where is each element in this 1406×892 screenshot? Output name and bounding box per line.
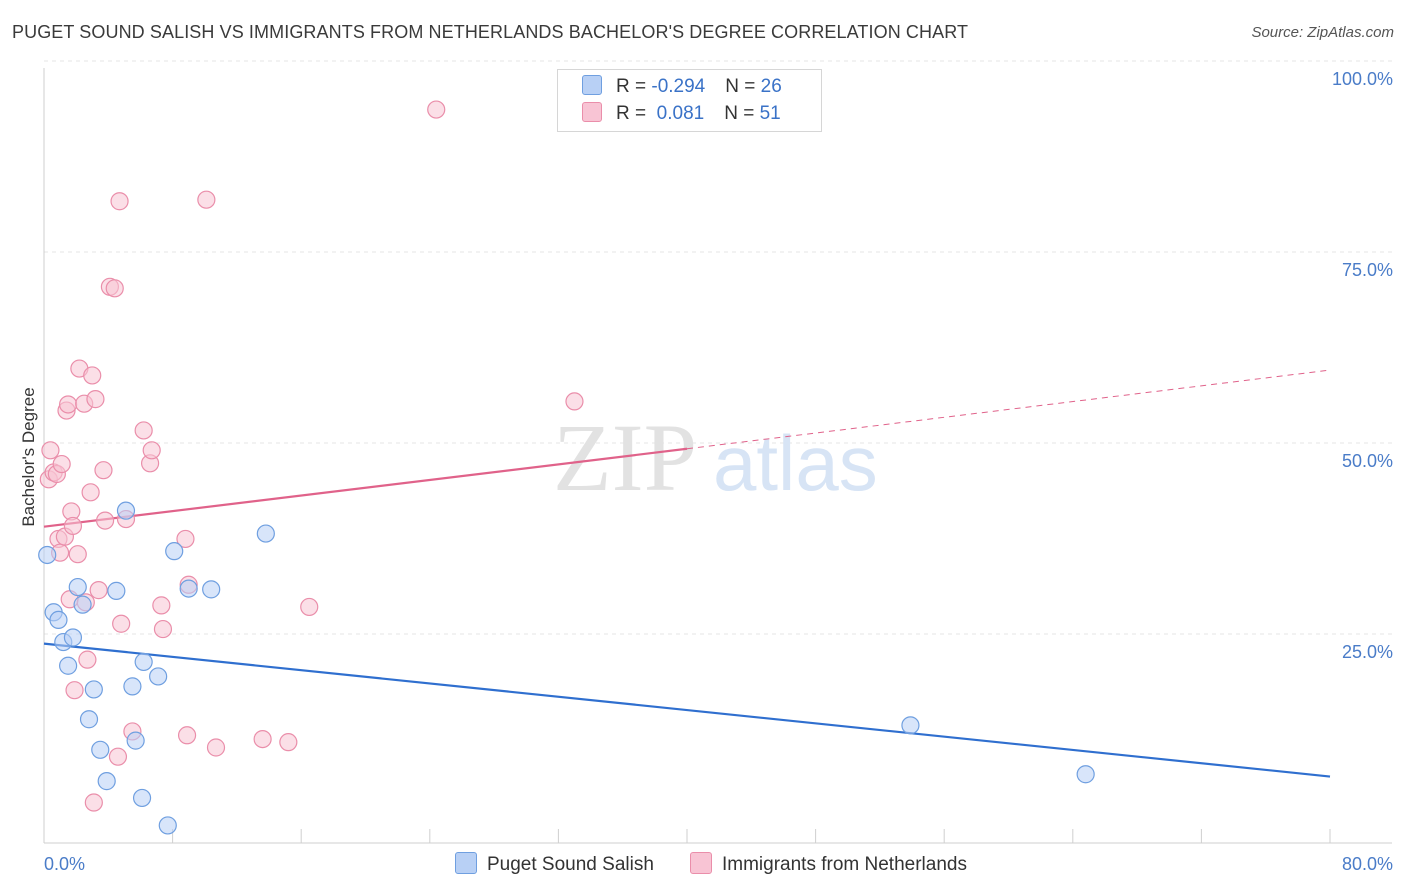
point-salish-25: [1076, 765, 1095, 784]
y-tick-label-2: 75.0%: [1342, 260, 1393, 280]
point-salish-7: [73, 595, 92, 614]
point-netherlands-13: [65, 681, 84, 700]
r-value: -0.294: [651, 76, 706, 97]
y-tick-label-0: 25.0%: [1342, 642, 1393, 662]
chart-title: PUGET SOUND SALISH VS IMMIGRANTS FROM NE…: [12, 22, 969, 42]
stats-legend-row-netherlands: R = 0.081 N = 51: [582, 102, 781, 126]
point-netherlands-29: [110, 192, 129, 211]
stats-legend-row-salish: R = -0.294 N = 26: [582, 75, 782, 99]
series-legend: Puget Sound Salish Immigrants from Nethe…: [0, 852, 1406, 878]
y-tick-label-3: 100.0%: [1332, 69, 1393, 89]
point-salish-4: [59, 656, 78, 675]
point-netherlands-23: [89, 581, 108, 600]
point-netherlands-35: [142, 441, 161, 460]
point-salish-13: [116, 501, 136, 520]
point-salish-9: [84, 680, 103, 699]
point-netherlands-18: [78, 650, 97, 669]
n-label: N =: [725, 76, 761, 97]
point-netherlands-9: [59, 395, 78, 414]
point-salish-17: [134, 652, 153, 672]
y-tick-label-1: 50.0%: [1342, 451, 1393, 471]
point-netherlands-22: [86, 390, 105, 409]
watermark-zip: ZIP: [553, 404, 697, 511]
salish-legend-swatch: [455, 852, 477, 874]
point-netherlands-30: [112, 614, 131, 633]
point-salish-6: [68, 577, 87, 597]
point-netherlands-45: [300, 597, 319, 617]
point-salish-22: [202, 580, 221, 599]
netherlands-swatch: [582, 102, 602, 122]
y-axis-label: Bachelor's Degree: [19, 387, 38, 526]
r-value: 0.081: [651, 103, 705, 124]
point-salish-20: [165, 542, 184, 561]
n-value: 51: [759, 103, 781, 124]
watermark: ZIP atlas: [553, 404, 878, 511]
x-tick-label-0: 0.0%: [44, 854, 85, 874]
point-salish-11: [97, 772, 116, 791]
point-salish-16: [132, 788, 152, 808]
point-salish-10: [91, 740, 110, 759]
legend-item-netherlands[interactable]: Immigrants from Netherlands: [690, 852, 967, 876]
n-label: N =: [724, 103, 760, 124]
point-netherlands-42: [206, 738, 226, 757]
trend-line-netherlands: [43, 447, 688, 528]
legend-label-netherlands: Immigrants from Netherlands: [722, 854, 967, 875]
r-label: R =: [616, 103, 652, 124]
point-netherlands-24: [94, 461, 113, 480]
point-netherlands-41: [197, 190, 216, 209]
point-netherlands-37: [153, 619, 173, 639]
point-netherlands-19: [81, 483, 100, 502]
point-netherlands-21: [84, 793, 103, 812]
chart-source: Source: ZipAtlas.com: [1251, 24, 1394, 41]
grid-lines: [44, 60, 1392, 635]
point-netherlands-33: [134, 421, 153, 440]
point-salish-23: [256, 524, 275, 543]
point-salish-0: [38, 545, 57, 565]
point-netherlands-36: [152, 596, 171, 615]
point-netherlands-6: [52, 454, 71, 474]
point-salish-5: [63, 628, 83, 647]
y-tick-labels: 25.0% 50.0% 75.0% 100.0%: [1332, 69, 1393, 662]
point-salish-21: [179, 579, 198, 598]
legend-label-salish: Puget Sound Salish: [487, 854, 654, 875]
x-tick-labels: 0.0% 80.0%: [44, 854, 1393, 874]
point-netherlands-12: [63, 516, 83, 536]
point-salish-19: [158, 816, 177, 835]
data-points: [38, 100, 1095, 835]
watermark-atlas: atlas: [713, 419, 878, 507]
point-netherlands-39: [177, 726, 197, 745]
point-netherlands-43: [253, 729, 272, 749]
point-salish-2: [49, 610, 68, 630]
point-salish-8: [79, 710, 99, 729]
trend-line-salish: [43, 642, 1331, 778]
salish-swatch: [582, 75, 602, 95]
point-netherlands-38: [176, 529, 195, 549]
point-netherlands-27: [105, 279, 124, 298]
point-netherlands-47: [565, 392, 584, 411]
netherlands-legend-swatch: [690, 852, 712, 874]
point-netherlands-20: [83, 366, 102, 385]
r-label: R =: [616, 76, 652, 97]
point-netherlands-44: [279, 733, 298, 752]
point-netherlands-1: [41, 441, 60, 460]
point-netherlands-14: [68, 545, 87, 564]
point-netherlands-25: [95, 511, 115, 530]
legend-item-salish[interactable]: Puget Sound Salish: [455, 852, 654, 876]
point-salish-15: [126, 731, 145, 750]
trend-lines: [43, 369, 1331, 778]
trend-line-netherlands-extension: [686, 369, 1331, 450]
point-salish-12: [107, 581, 126, 600]
point-netherlands-28: [108, 747, 128, 766]
x-tick-label-1: 80.0%: [1342, 854, 1393, 874]
point-salish-18: [149, 667, 168, 686]
point-salish-14: [123, 677, 142, 696]
point-netherlands-46: [427, 100, 446, 119]
n-value: 26: [760, 76, 782, 97]
stats-legend: R = -0.294 N = 26 R = 0.081 N = 51: [557, 69, 822, 132]
point-salish-24: [901, 716, 920, 735]
